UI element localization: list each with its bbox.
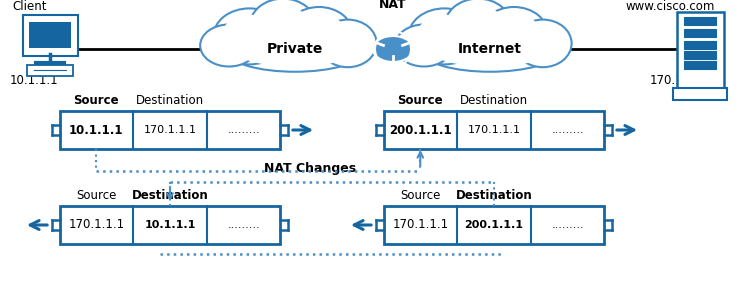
Text: NAT: NAT	[379, 0, 407, 11]
FancyBboxPatch shape	[684, 41, 716, 49]
Ellipse shape	[257, 5, 309, 48]
Text: Destination: Destination	[136, 94, 204, 107]
FancyBboxPatch shape	[684, 17, 716, 25]
Text: Internet: Internet	[458, 42, 522, 56]
Text: 200.1.1.1: 200.1.1.1	[464, 220, 524, 230]
Ellipse shape	[207, 29, 251, 62]
Text: Private: Private	[267, 42, 323, 56]
FancyBboxPatch shape	[27, 65, 73, 76]
FancyBboxPatch shape	[132, 206, 208, 244]
Ellipse shape	[229, 33, 361, 72]
Text: Source: Source	[397, 94, 443, 107]
Ellipse shape	[249, 0, 317, 55]
Ellipse shape	[402, 29, 446, 62]
FancyBboxPatch shape	[676, 12, 723, 92]
FancyBboxPatch shape	[684, 51, 716, 59]
Text: Source: Source	[400, 189, 440, 202]
FancyBboxPatch shape	[684, 29, 716, 37]
FancyBboxPatch shape	[29, 22, 71, 48]
Ellipse shape	[325, 25, 370, 62]
Text: .........: .........	[551, 125, 584, 135]
Ellipse shape	[395, 25, 453, 67]
Text: Destination: Destination	[455, 189, 533, 202]
FancyBboxPatch shape	[384, 111, 457, 149]
Text: 170.1.1.1: 170.1.1.1	[68, 219, 124, 232]
Ellipse shape	[521, 25, 565, 62]
FancyBboxPatch shape	[457, 206, 531, 244]
Ellipse shape	[293, 13, 345, 54]
Text: 170.1.1.1: 170.1.1.1	[467, 125, 521, 135]
Text: .........: .........	[228, 220, 260, 230]
FancyBboxPatch shape	[60, 206, 280, 244]
Text: 10.1.1.1: 10.1.1.1	[69, 123, 124, 136]
Ellipse shape	[200, 25, 258, 67]
Text: 10.1.1.1: 10.1.1.1	[144, 220, 196, 230]
Ellipse shape	[373, 36, 413, 62]
FancyBboxPatch shape	[684, 61, 716, 69]
Ellipse shape	[222, 15, 278, 58]
FancyBboxPatch shape	[673, 88, 727, 100]
Text: NAT Changes: NAT Changes	[264, 162, 356, 175]
FancyBboxPatch shape	[60, 111, 280, 149]
Ellipse shape	[238, 39, 352, 67]
Ellipse shape	[433, 39, 547, 67]
Ellipse shape	[286, 7, 353, 60]
Text: Destination: Destination	[132, 189, 208, 202]
Text: 170.1.1.1: 170.1.1.1	[650, 74, 706, 87]
Text: 170.1.1.1: 170.1.1.1	[392, 219, 449, 232]
Ellipse shape	[408, 9, 481, 64]
Ellipse shape	[444, 0, 512, 55]
Text: 170.1.1.1: 170.1.1.1	[144, 125, 196, 135]
Text: Client: Client	[12, 0, 46, 13]
Text: Source: Source	[74, 94, 119, 107]
Ellipse shape	[214, 9, 286, 64]
Ellipse shape	[424, 33, 556, 72]
Ellipse shape	[488, 13, 540, 54]
Ellipse shape	[452, 5, 504, 48]
Ellipse shape	[417, 15, 472, 58]
FancyBboxPatch shape	[384, 111, 604, 149]
FancyBboxPatch shape	[384, 206, 604, 244]
Text: www.cisco.com: www.cisco.com	[625, 0, 714, 13]
FancyBboxPatch shape	[60, 111, 132, 149]
Text: .........: .........	[551, 220, 584, 230]
FancyBboxPatch shape	[22, 15, 77, 56]
Text: 10.1.1.1: 10.1.1.1	[10, 74, 59, 87]
Text: .........: .........	[228, 125, 260, 135]
Text: Source: Source	[76, 189, 117, 202]
Text: Destination: Destination	[460, 94, 528, 107]
Ellipse shape	[514, 19, 571, 67]
Ellipse shape	[481, 7, 548, 60]
Ellipse shape	[319, 19, 376, 67]
Text: 200.1.1.1: 200.1.1.1	[389, 123, 452, 136]
